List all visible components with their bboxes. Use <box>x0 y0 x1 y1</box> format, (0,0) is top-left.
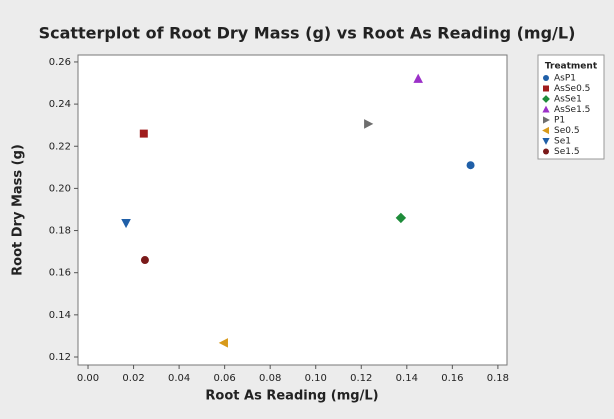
point <box>121 218 131 229</box>
x-axis-title: Root As Reading (mg/L) <box>205 389 378 404</box>
y-tick-label: 0.26 <box>49 57 71 68</box>
y-tick-label: 0.18 <box>49 226 71 237</box>
point <box>140 256 149 265</box>
x-tick-label: 0.18 <box>487 373 509 384</box>
x-tick-label: 0.00 <box>77 373 99 384</box>
legend-marker <box>542 126 549 135</box>
x-tick-label: 0.08 <box>259 373 281 384</box>
y-tick-label: 0.20 <box>49 183 71 194</box>
x-tick-label: 0.12 <box>350 373 372 384</box>
legend-box <box>537 54 605 160</box>
legend-marker <box>543 148 549 155</box>
x-tick-label: 0.04 <box>168 373 190 384</box>
legend-marker <box>543 116 550 124</box>
legend-label: Se0.5 <box>554 126 580 136</box>
x-tick-label: 0.16 <box>441 373 463 384</box>
legend-label: Se1.5 <box>554 147 580 157</box>
legend-label: AsSe1.5 <box>554 105 590 115</box>
legend-label: AsP1 <box>554 74 576 84</box>
point <box>218 338 228 348</box>
y-tick-label: 0.24 <box>49 99 71 110</box>
legend-marker <box>543 85 549 92</box>
point <box>413 73 423 83</box>
point <box>139 129 148 138</box>
legend-title: Treatment <box>545 62 598 72</box>
plot-area <box>77 54 508 366</box>
legend-label: Se1 <box>554 137 571 147</box>
legend-label: AsSe0.5 <box>554 84 590 94</box>
y-tick-label: 0.16 <box>49 268 71 279</box>
point <box>395 212 407 224</box>
legend-label: P1 <box>554 116 565 126</box>
y-tick-label: 0.12 <box>49 352 71 363</box>
legend-marker <box>542 138 550 145</box>
y-tick-label: 0.22 <box>49 141 71 152</box>
x-tick-label: 0.14 <box>396 373 418 384</box>
legend-marker <box>543 75 549 81</box>
legend-marker <box>542 105 550 113</box>
chart-title: Scatterplot of Root Dry Mass (g) vs Root… <box>39 24 576 43</box>
legend-marker <box>542 95 550 103</box>
point <box>466 161 475 170</box>
point <box>364 119 374 129</box>
x-tick-label: 0.06 <box>214 373 236 384</box>
y-axis-title: Root Dry Mass (g) <box>11 144 26 276</box>
legend-label: AsSe1 <box>554 95 582 105</box>
x-tick-label: 0.10 <box>305 373 327 384</box>
x-tick-label: 0.02 <box>122 373 144 384</box>
y-tick-label: 0.14 <box>49 310 71 321</box>
